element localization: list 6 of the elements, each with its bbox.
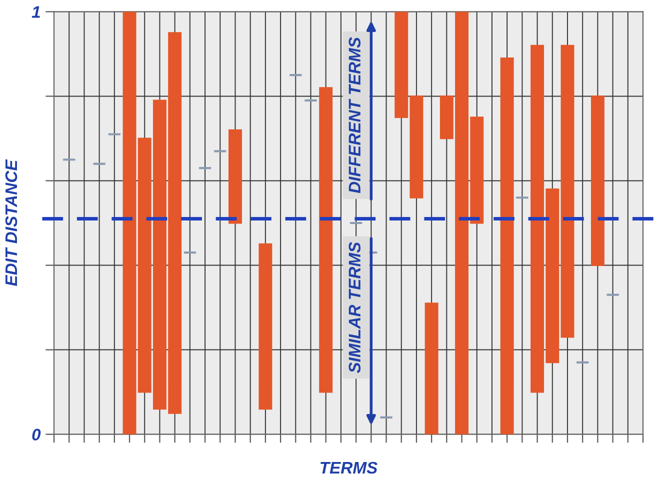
y-axis-title: EDIT DISTANCE	[5, 159, 18, 286]
annotation: DIFFERENT TERMS	[348, 37, 361, 194]
y-tick-label: 1	[32, 6, 40, 18]
annotation: SIMILAR TERMS	[348, 242, 361, 374]
y-tick-label: 0	[32, 428, 41, 441]
x-axis-title: TERMS	[320, 462, 378, 474]
